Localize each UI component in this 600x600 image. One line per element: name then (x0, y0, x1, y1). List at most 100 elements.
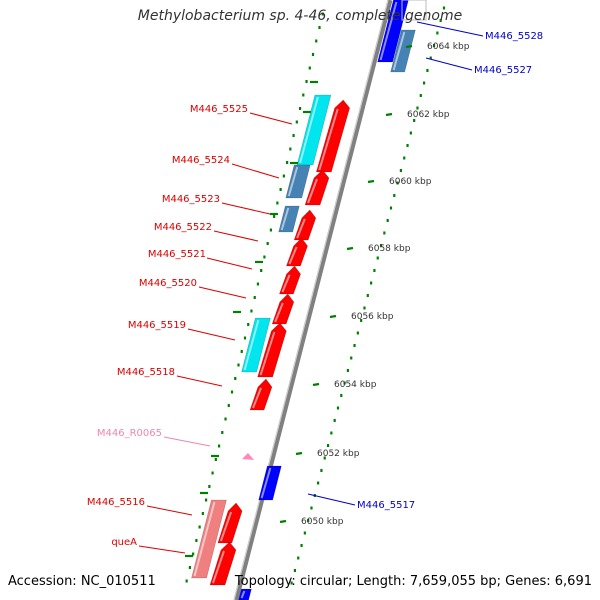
tick-3: 6058 kbp (346, 244, 411, 254)
label-m446-5517: M446_5517 (307, 493, 415, 511)
partial-box-outline (401, 0, 427, 21)
guide-dot (336, 406, 340, 410)
gene-label: M446_5521 (148, 249, 206, 260)
orf-light-2-shine (243, 319, 260, 371)
tick-label: 6060 kbp (389, 177, 432, 187)
guide-dot (237, 363, 240, 367)
guide-dot (263, 255, 266, 259)
cds-bottom-partial (238, 588, 252, 600)
accession-text: Accession: NC_010511 (8, 574, 156, 589)
cds-m446-5521-shine (281, 274, 291, 293)
right-dotted-track (290, 6, 446, 585)
guide-dot (353, 344, 356, 347)
guide-dot (436, 31, 439, 35)
genome-summary-text: Topology: circular; Length: 7,659,055 bp… (234, 574, 592, 589)
gene-label: M446_5520 (139, 278, 197, 289)
cds-m446-5520-shine (274, 302, 284, 323)
guide-dot (205, 498, 208, 502)
tick-label: 6054 kbp (334, 380, 377, 390)
gene-label: M446_5517 (357, 500, 415, 511)
tick-label: 6064 kbp (427, 42, 470, 52)
guide-dot (383, 231, 386, 235)
gene-label: M446_5527 (474, 65, 532, 76)
label-m446-5527: M446_5527 (425, 57, 532, 76)
guide-dot (211, 471, 214, 475)
cds-m446-5524 (304, 169, 330, 206)
guide-dot (356, 331, 359, 335)
guide-dot (310, 506, 313, 510)
guide-dot (227, 404, 230, 407)
cds-m446-5517 (258, 465, 282, 501)
tick-label: 6062 kbp (407, 110, 450, 120)
callout-line (416, 21, 484, 37)
gene-labels: M446_5525 M446_5524 M446_5523 M446_5522 M446… (87, 21, 543, 554)
cds-m446-5521 (279, 265, 301, 295)
guide-dot (423, 81, 426, 85)
gene-label: M446_5522 (154, 222, 212, 233)
tick-mark (367, 179, 375, 184)
orf-dark-1-shine (287, 166, 299, 197)
guide-dot (188, 566, 191, 569)
guide-dot (317, 481, 320, 485)
callout-line (221, 202, 271, 215)
tick-2: 6060 kbp (367, 177, 432, 187)
gene-label: M446_5528 (485, 31, 543, 42)
guide-dot (363, 306, 366, 310)
guide-dot (320, 469, 323, 472)
tick-5: 6054 kbp (312, 380, 377, 390)
tick-mark (279, 519, 287, 524)
label-m446-5525: M446_5525 (190, 104, 293, 125)
guide-dot (250, 309, 253, 313)
label-m446-5519: M446_5519 (128, 320, 236, 341)
tick-label: 6050 kbp (301, 517, 344, 527)
label-m446-5516: M446_5516 (87, 497, 193, 516)
label-m446-5528: M446_5528 (416, 21, 543, 42)
cds-m446-5519 (257, 322, 287, 378)
guide-dot (308, 66, 311, 70)
guide-dot (366, 294, 369, 297)
gene-label: queA (111, 537, 137, 548)
guide-dot (429, 56, 432, 60)
guide-dot (302, 93, 305, 97)
callout-line (249, 112, 293, 125)
orf-dark-2-shine (280, 207, 290, 231)
gene-label: M446_5523 (162, 194, 220, 205)
cds-m446-5524-shine (307, 178, 318, 204)
tick-0: 6064 kbp (405, 42, 470, 52)
label-m446-5521: M446_5521 (148, 249, 253, 270)
guide-dot (185, 579, 188, 583)
tick-label: 6056 kbp (351, 312, 394, 322)
guide-dot (326, 444, 330, 447)
guide-dot (370, 281, 373, 285)
tick-4: 6056 kbp (329, 312, 394, 322)
guide-dot (221, 431, 224, 434)
label-quea: queA (111, 537, 186, 554)
guide-dot (224, 417, 227, 421)
orf-light-1-shine (299, 96, 319, 164)
guide-dot (330, 431, 333, 435)
guide-dot (293, 569, 297, 572)
tick-mark (295, 451, 303, 456)
cds-m446-5525 (315, 99, 351, 173)
guide-dot (350, 356, 353, 360)
orf-dark-1-shape (285, 164, 311, 199)
guide-dot (192, 552, 195, 556)
guide-dot (426, 69, 429, 72)
label-m446-5524: M446_5524 (172, 155, 280, 179)
guide-dot (289, 147, 292, 151)
feature-tracks (191, 0, 427, 600)
cds-m446-5518 (249, 378, 273, 411)
cds-m446-5520 (271, 293, 295, 325)
guide-dot (340, 394, 343, 397)
guide-dot (256, 282, 260, 286)
guide-dot (373, 269, 376, 272)
guide-dot (208, 485, 211, 488)
orf-pink-shine (193, 501, 216, 577)
guide-dot (343, 381, 346, 385)
gene-label: M446_5524 (172, 155, 230, 166)
cds-m446-5525-shine (318, 108, 339, 171)
guide-dot (295, 120, 298, 124)
guide-dot (253, 296, 256, 299)
